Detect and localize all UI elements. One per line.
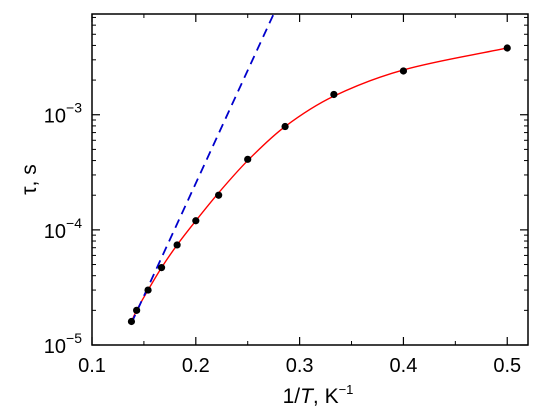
- y-tick-label: 10−5: [44, 330, 82, 358]
- x-axis-label-variable: T: [300, 385, 315, 408]
- data-point: [127, 317, 136, 326]
- plot-frame: [91, 13, 529, 346]
- x-axis-label-prefix: 1/: [283, 385, 301, 408]
- x-tick-label: 0.5: [493, 355, 521, 377]
- data-point: [173, 241, 181, 249]
- x-axis-label-exponent: −1: [339, 382, 354, 397]
- axis-ticks: 0.1 0.2 0.3 0.4 0.5 10−5 10−4 10−3: [44, 14, 528, 377]
- y-tick-label: 10−4: [44, 215, 82, 243]
- data-point: [157, 264, 166, 272]
- x-tick-label: 0.2: [182, 355, 210, 377]
- fit-curve-line: [130, 47, 508, 322]
- data-point: [133, 306, 141, 314]
- data-point: [215, 191, 223, 199]
- y-tick-label: 10−3: [44, 100, 82, 128]
- data-point: [192, 217, 200, 225]
- plot-area: [127, 14, 511, 326]
- x-tick-label: 0.4: [390, 355, 418, 377]
- asymptote-dashed-line: [130, 14, 275, 324]
- data-point: [144, 286, 152, 294]
- x-axis-label: 1/T, K−1: [283, 382, 354, 408]
- data-point: [281, 122, 289, 131]
- x-tick-label: 0.3: [286, 355, 314, 377]
- x-tick-label: 0.1: [78, 355, 106, 377]
- data-point: [503, 44, 511, 52]
- data-point: [330, 90, 338, 99]
- x-axis-label-unit: , K: [313, 385, 339, 408]
- y-axis-label: τ, s: [18, 164, 41, 194]
- y-axis-title: τ, s: [18, 164, 41, 194]
- data-point: [399, 67, 408, 75]
- data-point: [244, 155, 252, 163]
